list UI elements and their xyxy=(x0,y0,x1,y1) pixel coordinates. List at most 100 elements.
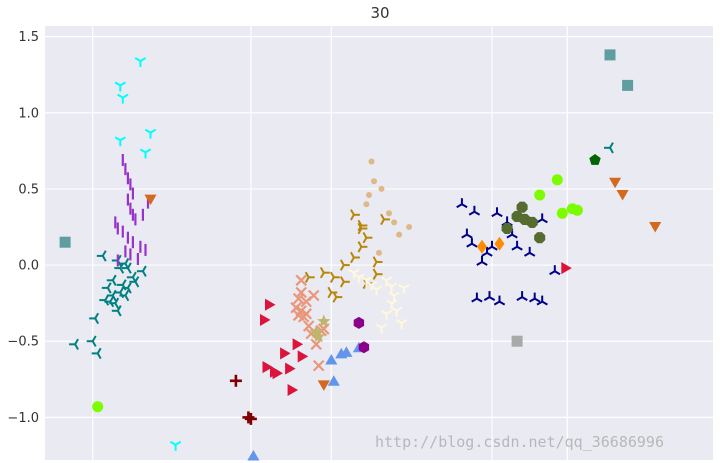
scatter-point xyxy=(516,291,528,301)
scatter-point xyxy=(309,325,323,338)
y-tick-label: 0.0 xyxy=(18,259,39,274)
scatter-point xyxy=(396,231,403,238)
scatter-point xyxy=(109,297,120,309)
scatter-point xyxy=(134,57,147,67)
scatter-point xyxy=(616,190,629,201)
scatter-point xyxy=(357,222,368,235)
scatter-point xyxy=(395,319,408,329)
scatter-point xyxy=(229,374,242,387)
scatter-point xyxy=(406,224,413,230)
scatter-point xyxy=(556,207,568,219)
scatter-point xyxy=(376,249,382,256)
scatter-point xyxy=(511,335,523,347)
scatter-point xyxy=(380,309,393,320)
scatter-point xyxy=(380,213,390,226)
scatter-point xyxy=(549,265,561,276)
scatter-point xyxy=(604,142,614,154)
scatter-point xyxy=(129,276,140,288)
scatter-point xyxy=(536,295,548,306)
scatter-point xyxy=(604,49,616,61)
scatter-point xyxy=(114,81,126,92)
scatter-point xyxy=(350,251,360,264)
scatter-point xyxy=(471,292,483,303)
scatter-point xyxy=(371,178,377,185)
scatter-point xyxy=(169,440,182,451)
scatter-point xyxy=(551,174,563,186)
scatter-point xyxy=(375,323,388,334)
scatter-point xyxy=(340,346,353,357)
watermark-text: http://blog.csdn.net/qq_36686996 xyxy=(375,433,664,451)
scatter-point xyxy=(114,136,126,147)
scatter-point xyxy=(609,177,622,189)
y-tick-label: −0.5 xyxy=(7,335,39,350)
scatter-point xyxy=(391,219,398,226)
scatter-point xyxy=(516,201,528,213)
scatter-point xyxy=(136,265,147,277)
scatter-point xyxy=(534,232,546,244)
scatter-point xyxy=(139,148,152,159)
scatter-point xyxy=(468,205,481,216)
scatter-point xyxy=(317,380,330,391)
scatter-point xyxy=(348,268,360,279)
scatter-point xyxy=(372,268,383,280)
scatter-point xyxy=(290,301,302,314)
scatter-point xyxy=(292,292,305,305)
scatter-point xyxy=(339,259,350,271)
scatter-point xyxy=(536,213,548,224)
scatter-point xyxy=(111,305,122,317)
scatter-point xyxy=(329,271,340,283)
plot-area xyxy=(45,26,713,460)
scatter-point xyxy=(317,314,331,328)
scatter-point xyxy=(69,338,79,350)
scatter-point xyxy=(297,350,309,363)
scatter-point xyxy=(295,286,307,299)
scatter-point xyxy=(280,347,291,360)
scatter-point xyxy=(362,232,373,244)
scatter-point xyxy=(247,450,260,461)
scatter-point xyxy=(292,309,305,322)
scatter-point xyxy=(319,267,330,279)
data-points xyxy=(59,49,662,461)
scatter-point xyxy=(363,201,370,208)
y-tick-label: 1.0 xyxy=(18,106,39,121)
scatter-point xyxy=(310,338,322,351)
chart-title: 30 xyxy=(370,4,389,22)
scatter-point xyxy=(92,401,104,413)
scatter-point xyxy=(511,240,523,251)
scatter-point xyxy=(121,262,132,274)
scatter-point xyxy=(285,362,296,375)
scatter-point xyxy=(456,198,468,209)
scatter-point xyxy=(483,291,496,301)
scatter-point xyxy=(493,295,506,306)
scatter-point xyxy=(368,158,375,165)
scatter-point xyxy=(365,281,378,291)
scatter-point xyxy=(89,312,100,325)
y-tick-labels: −1.0 −0.5 0.0 0.5 1.0 1.5 xyxy=(7,30,39,426)
scatter-point xyxy=(561,262,572,275)
y-tick-label: 0.5 xyxy=(18,182,39,197)
scatter-point xyxy=(302,320,315,332)
scatter-point xyxy=(358,341,370,354)
scatter-point xyxy=(350,209,360,221)
scatter-point xyxy=(117,93,129,104)
scatter-point xyxy=(486,240,498,251)
scatter-point xyxy=(534,189,546,201)
scatter-point xyxy=(96,250,107,262)
scatter-point xyxy=(622,79,634,91)
scatter-point xyxy=(461,228,473,239)
scatter-point xyxy=(385,282,398,293)
scatter-point xyxy=(295,274,307,287)
scatter-point xyxy=(494,236,505,251)
scatter-point xyxy=(272,367,283,380)
scatter-point xyxy=(144,194,157,206)
scatter-point xyxy=(327,375,340,386)
scatter-point xyxy=(262,361,273,374)
scatter-point xyxy=(649,222,662,233)
scatter-point xyxy=(144,128,157,139)
scatter-point xyxy=(339,276,350,288)
scatter-point xyxy=(307,289,320,302)
scatter-point xyxy=(466,237,478,248)
scatter-point xyxy=(571,204,583,216)
scatter-point xyxy=(357,241,368,253)
